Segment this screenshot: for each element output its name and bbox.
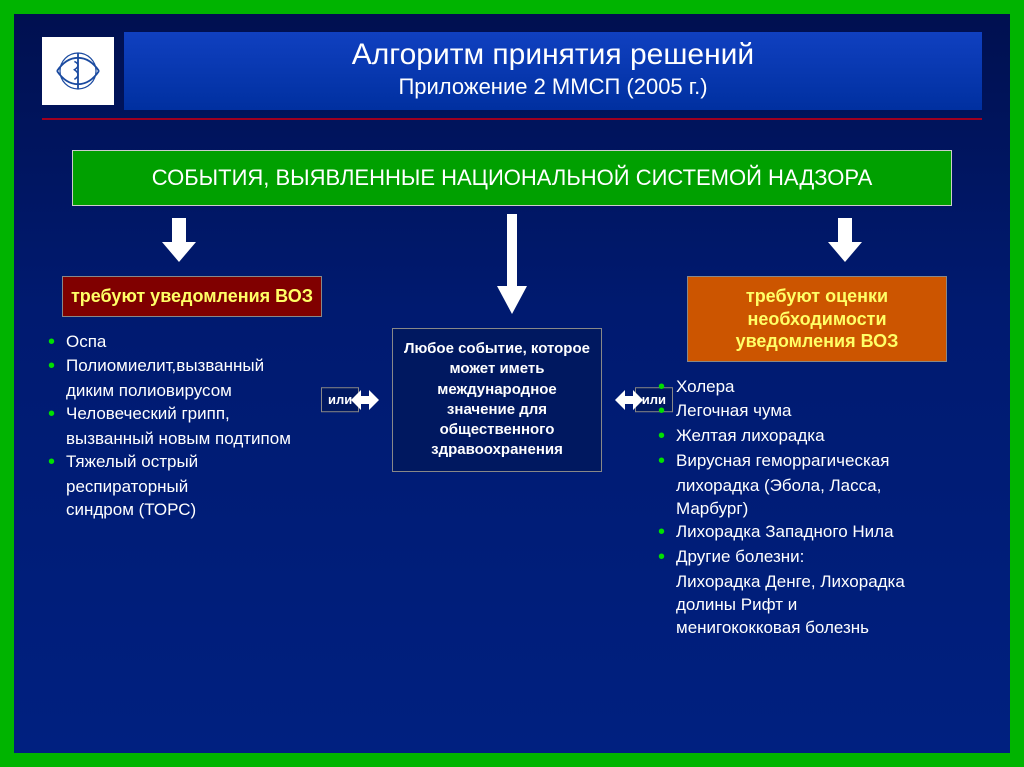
list-item: Холера bbox=[658, 376, 982, 399]
list-item-cont: диким полиовирусом bbox=[48, 380, 342, 403]
right-heading-box: требуют оценки необходимости уведомления… bbox=[687, 276, 947, 362]
list-item-cont: лихорадка (Эбола, Ласса, bbox=[658, 475, 982, 498]
bidir-arrow-icon bbox=[615, 390, 643, 410]
arrow-down-icon bbox=[162, 218, 196, 262]
arrows-row bbox=[42, 214, 982, 284]
list-item: Тяжелый острый bbox=[48, 451, 342, 474]
who-logo bbox=[42, 37, 114, 105]
list-item: Другие болезни: bbox=[658, 546, 982, 569]
right-list: ХолераЛегочная чумаЖелтая лихорадкаВирус… bbox=[652, 376, 982, 640]
list-item: Легочная чума bbox=[658, 400, 982, 423]
list-item-cont: Лихорадка Денге, Лихорадка bbox=[658, 571, 982, 594]
arrow-down-icon bbox=[828, 218, 862, 262]
list-item-cont: синдром (ТОРС) bbox=[48, 499, 342, 522]
list-item-cont: респираторный bbox=[48, 476, 342, 499]
columns: требуют уведомления ВОЗ ОспаПолиомиелит,… bbox=[42, 276, 982, 640]
page-title: Алгоритм принятия решений bbox=[142, 38, 964, 72]
list-item-cont: долины Рифт и bbox=[658, 594, 982, 617]
list-item-cont: Марбург) bbox=[658, 498, 982, 521]
list-item: Желтая лихорадка bbox=[658, 425, 982, 448]
column-left: требуют уведомления ВОЗ ОспаПолиомиелит,… bbox=[42, 276, 342, 522]
list-item: Полиомиелит,вызванный bbox=[48, 355, 342, 378]
column-right: требуют оценки необходимости уведомления… bbox=[652, 276, 982, 640]
title-block: Алгоритм принятия решений Приложение 2 М… bbox=[124, 32, 982, 110]
list-item-cont: менигококковая болезнь bbox=[658, 617, 982, 640]
left-list: ОспаПолиомиелит,вызванный диким полиовир… bbox=[42, 331, 342, 523]
slide: Алгоритм принятия решений Приложение 2 М… bbox=[14, 14, 1010, 753]
arrow-down-icon bbox=[497, 214, 527, 314]
header: Алгоритм принятия решений Приложение 2 М… bbox=[42, 32, 982, 110]
divider bbox=[42, 118, 982, 120]
list-item: Вирусная геморрагическая bbox=[658, 450, 982, 473]
page-subtitle: Приложение 2 ММСП (2005 г.) bbox=[142, 74, 964, 100]
list-item: Лихорадка Западного Нила bbox=[658, 521, 982, 544]
list-item-cont: вызванный новым подтипом bbox=[48, 428, 342, 451]
center-text: Любое событие, которое может иметь между… bbox=[404, 340, 590, 458]
bidir-arrow-icon bbox=[351, 390, 379, 410]
center-box: Любое событие, которое может иметь между… bbox=[392, 328, 602, 472]
list-item: Оспа bbox=[48, 331, 342, 354]
list-item: Человеческий грипп, bbox=[48, 403, 342, 426]
events-banner: СОБЫТИЯ, ВЫЯВЛЕННЫЕ НАЦИОНАЛЬНОЙ СИСТЕМО… bbox=[72, 150, 952, 206]
